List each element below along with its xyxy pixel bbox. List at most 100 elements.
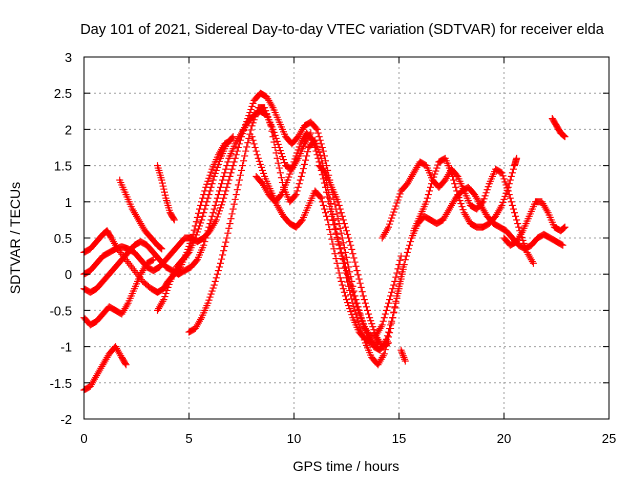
data-point — [362, 303, 370, 311]
data-point — [212, 166, 220, 174]
data-point — [353, 267, 361, 275]
data-point — [511, 209, 518, 217]
data-point — [339, 285, 347, 293]
data-point — [296, 176, 304, 184]
data-point — [293, 187, 301, 195]
data-point — [215, 263, 223, 271]
data-point — [308, 135, 316, 143]
data-point — [243, 118, 251, 126]
data-point — [213, 213, 221, 221]
data-point — [343, 227, 350, 235]
data-point — [454, 191, 462, 199]
data-point — [277, 174, 285, 182]
y-tick-label-4: 0 — [65, 267, 72, 282]
data-point — [199, 212, 207, 220]
data-point — [448, 169, 455, 177]
data-point — [226, 220, 234, 228]
data-point — [220, 194, 228, 202]
data-point — [337, 248, 345, 256]
data-point — [218, 255, 226, 263]
data-point — [369, 323, 377, 331]
data-point — [327, 230, 335, 238]
y-tick-label-6: 1 — [65, 195, 72, 210]
data-point — [165, 280, 173, 288]
data-point — [248, 102, 256, 110]
data-point — [248, 133, 256, 141]
data-point — [333, 233, 341, 241]
data-point — [240, 157, 248, 165]
data-point — [291, 192, 299, 200]
data-point — [220, 247, 228, 255]
data-point — [395, 261, 403, 269]
data-point — [221, 191, 229, 199]
data-point — [247, 105, 255, 113]
data-point — [366, 314, 374, 322]
data-point — [387, 325, 395, 332]
data-point — [432, 167, 440, 175]
data-point — [393, 269, 401, 277]
data-point — [205, 296, 213, 304]
data-point — [207, 290, 215, 298]
data-point — [449, 172, 457, 180]
x-tick-label-1: 5 — [185, 431, 192, 446]
data-point — [391, 277, 399, 285]
data-point — [161, 188, 168, 196]
data-point — [264, 113, 272, 121]
data-point — [226, 172, 234, 180]
data-point — [192, 231, 200, 239]
data-point — [434, 161, 442, 169]
data-point — [319, 201, 327, 209]
data-point — [238, 133, 245, 141]
data-point — [501, 178, 509, 186]
data-point — [388, 319, 396, 327]
data-point — [322, 209, 329, 217]
data-point — [295, 180, 303, 188]
data-point — [219, 251, 227, 259]
data-point — [324, 193, 332, 201]
data-point — [222, 165, 230, 173]
data-point — [389, 314, 397, 322]
data-point — [330, 245, 338, 253]
data-point — [242, 121, 250, 129]
series-pass-11 — [252, 129, 405, 340]
y-tick-label-2: -1 — [60, 340, 72, 355]
data-point — [348, 245, 356, 253]
data-point — [383, 303, 391, 311]
data-point — [505, 180, 513, 188]
data-point — [257, 163, 265, 171]
data-point — [276, 169, 284, 177]
series-pass-12 — [315, 162, 392, 351]
data-point — [215, 187, 223, 195]
data-point — [210, 205, 218, 213]
data-point — [351, 258, 359, 266]
data-point — [519, 236, 527, 244]
data-point — [396, 190, 404, 198]
data-point — [213, 270, 221, 278]
y-tick-label-3: -0.5 — [50, 303, 72, 318]
data-point — [391, 303, 399, 311]
data-point — [214, 210, 222, 218]
data-point — [394, 196, 402, 204]
data-point — [196, 222, 203, 230]
data-point — [301, 160, 308, 168]
series-pass-9 — [185, 104, 407, 369]
data-point — [499, 198, 507, 206]
data-point — [273, 137, 281, 145]
series-pass-5 — [80, 343, 130, 394]
data-point — [277, 150, 285, 158]
data-point — [254, 154, 262, 162]
data-point — [222, 187, 230, 195]
data-point — [274, 140, 282, 148]
data-point — [291, 155, 299, 163]
y-tick-label-0: -2 — [60, 412, 72, 427]
data-point — [329, 240, 337, 248]
data-point — [239, 162, 247, 170]
data-point — [364, 306, 371, 314]
data-point — [294, 146, 302, 154]
data-point — [429, 176, 437, 184]
data-point — [251, 113, 259, 121]
data-point — [313, 125, 321, 133]
data-point — [561, 223, 569, 231]
data-point — [501, 192, 509, 200]
data-point — [298, 169, 306, 177]
